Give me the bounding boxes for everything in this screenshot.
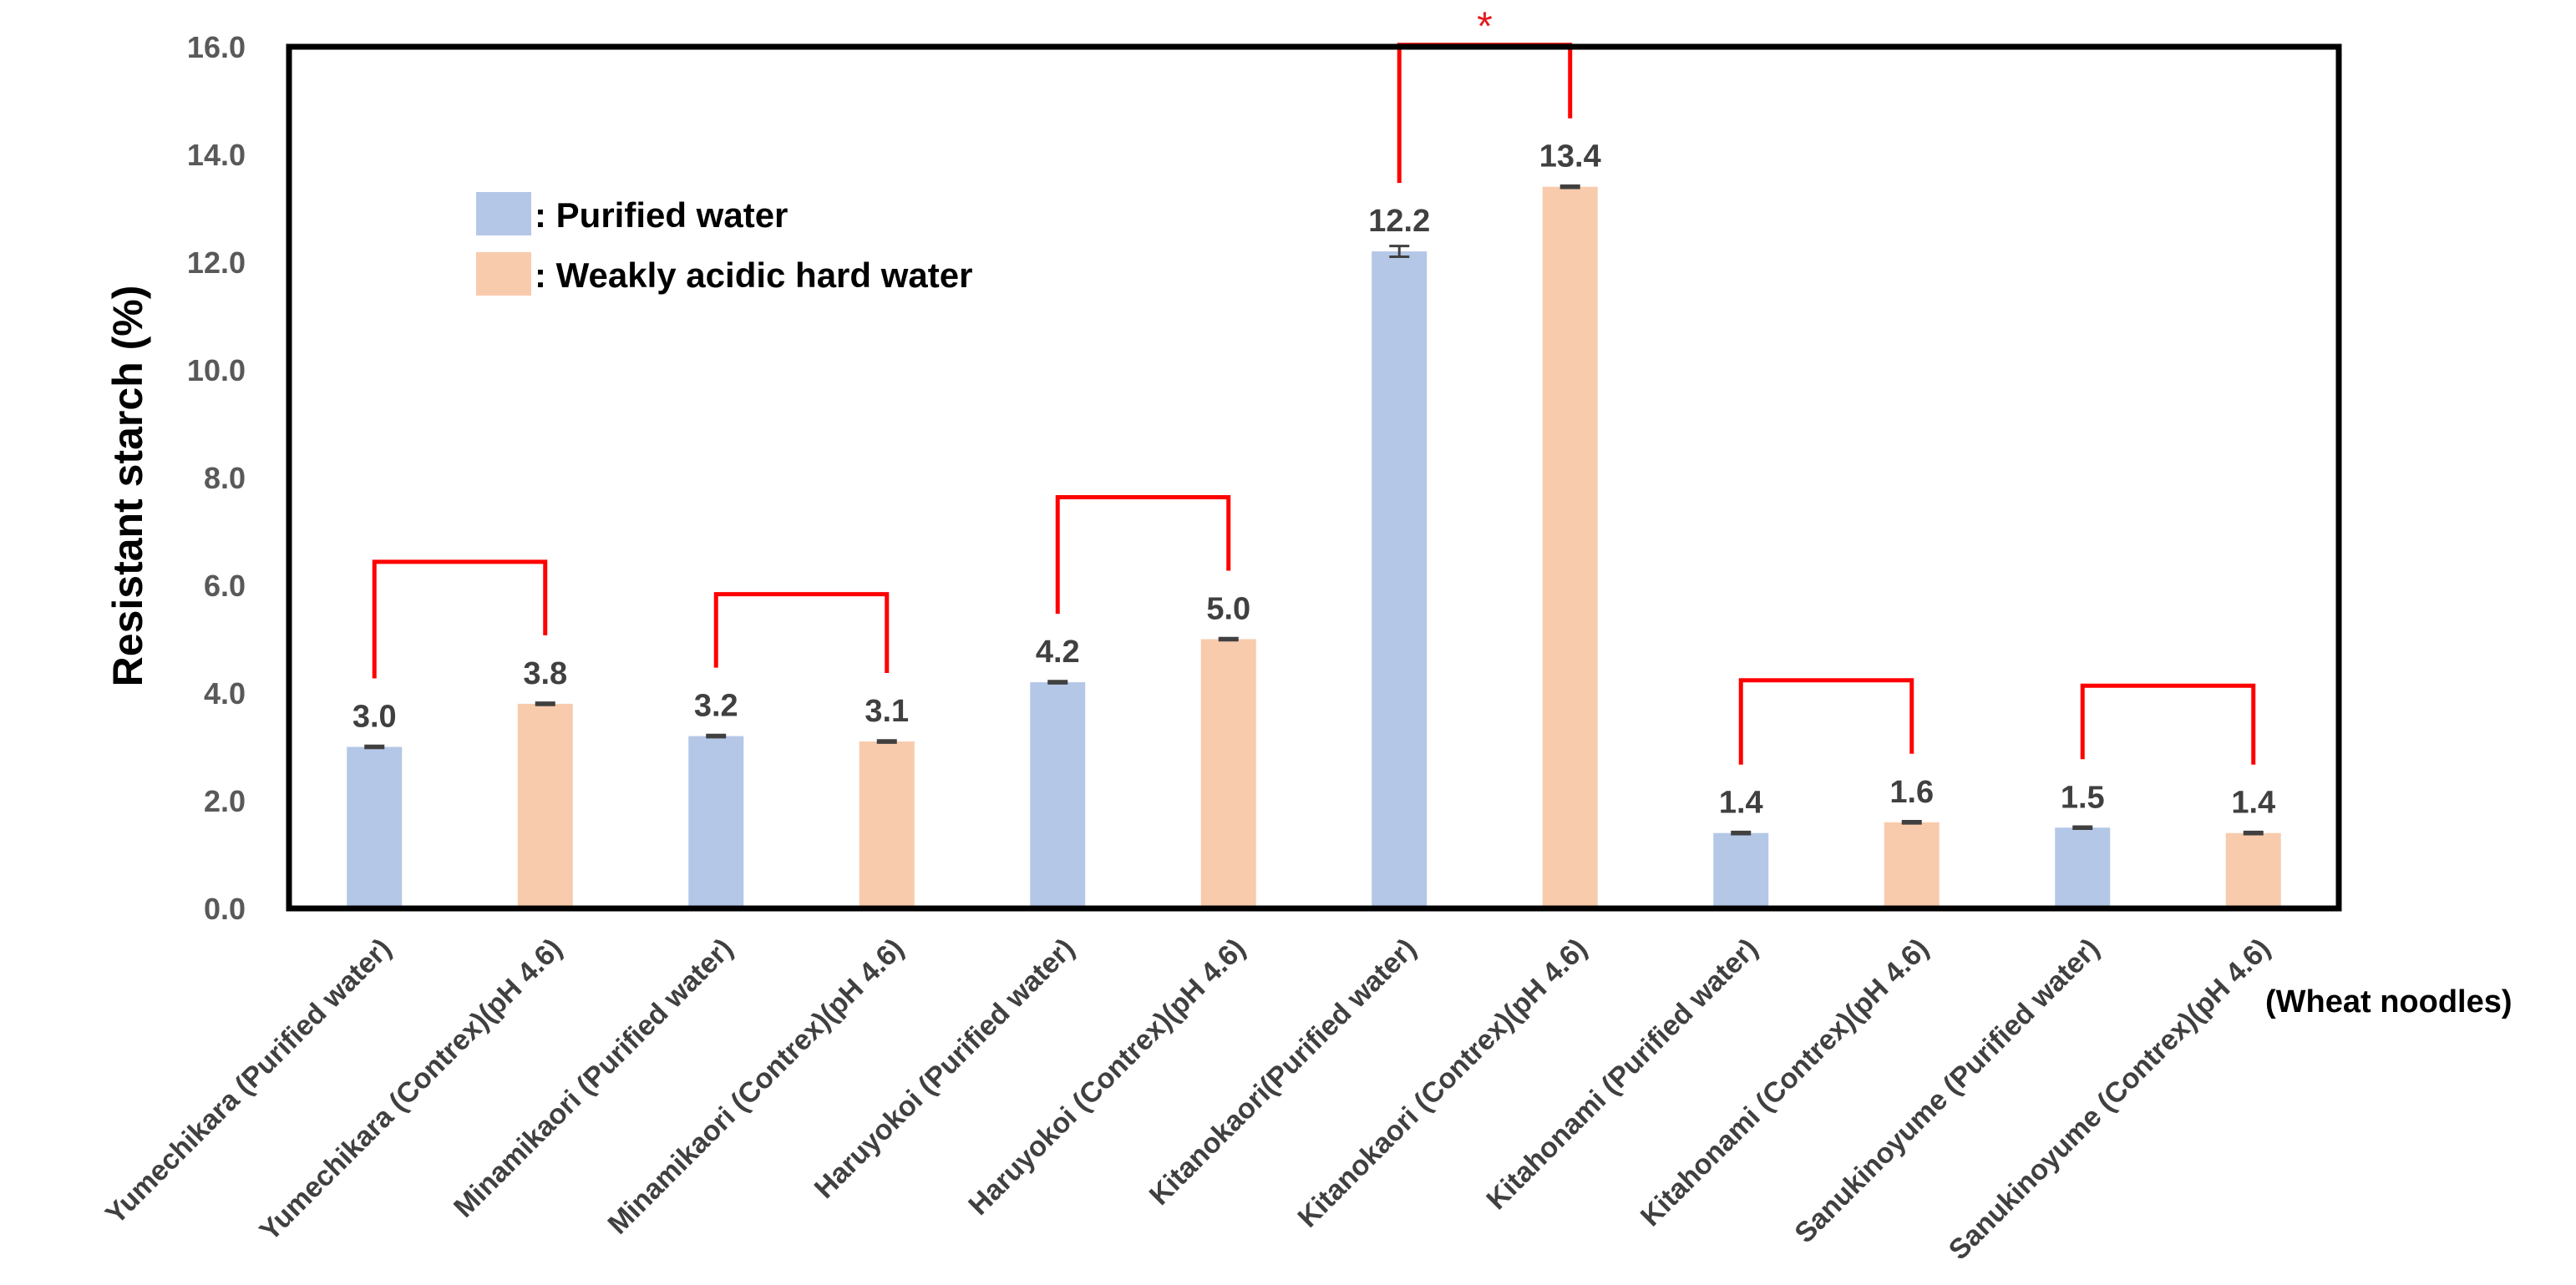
error-bar: [1731, 830, 1752, 836]
x-axis-categories: Yumechikara (Purified water)Yumechikara …: [99, 933, 2276, 1267]
bar: [1372, 251, 1427, 909]
data-label: 4.2: [1036, 635, 1080, 670]
error-bar: [364, 744, 385, 750]
x-tick-label: Kitanokaori (Contrex)(pH 4.6): [1292, 933, 1594, 1234]
y-tick-label: 2.0: [204, 784, 246, 818]
y-tick-label: 0.0: [204, 892, 246, 926]
y-tick-label: 16.0: [187, 30, 246, 64]
bar: [1030, 682, 1086, 908]
bar: [347, 746, 403, 908]
x-tick-label: Kitanokaori(Purified water): [1143, 933, 1422, 1212]
y-tick-label: 6.0: [204, 569, 246, 603]
bars: [347, 184, 2281, 909]
significance-brackets: *: [372, 5, 2256, 765]
y-tick-label: 12.0: [187, 245, 246, 280]
x-tick-label: Minamikaori (Contrex)(pH 4.6): [602, 933, 910, 1241]
x-tick-label: Kitahonami (Purified water): [1480, 933, 1763, 1216]
comparison-bracket: [372, 559, 548, 679]
significance-marker: *: [1477, 5, 1493, 49]
x-tick-label: Sanukinoyume (Contrex)(pH 4.6): [1943, 933, 2277, 1267]
bar: [1200, 639, 1256, 908]
data-label: 3.1: [865, 694, 909, 729]
data-label: 1.4: [2231, 786, 2275, 821]
x-tick-label: Sanukinoyume (Purified water): [1788, 933, 2106, 1250]
error-bar: [706, 733, 727, 739]
x-tick-label: Yumechikara (Purified water): [99, 933, 398, 1231]
error-bar: [876, 739, 897, 744]
error-bar: [1901, 820, 1922, 825]
x-tick-label: Yumechikara (Contrex)(pH 4.6): [253, 933, 568, 1247]
error-bar: [1047, 680, 1068, 685]
legend-label-weakly-acidic-hard-water: : Weakly acidic hard water: [535, 255, 972, 295]
bar: [2055, 827, 2111, 908]
legend: : Purified water : Weakly acidic hard wa…: [476, 192, 972, 296]
y-tick-label: 14.0: [187, 138, 246, 172]
bar: [2225, 832, 2281, 908]
comparison-bracket: [1055, 495, 1231, 615]
data-label: 1.6: [1889, 775, 1934, 810]
comparison-bracket: [2080, 683, 2256, 765]
comparison-bracket: [713, 592, 890, 674]
error-bar: [1559, 184, 1580, 190]
y-tick-label: 8.0: [204, 461, 246, 495]
error-bar: [2243, 830, 2264, 836]
error-bar: [1389, 245, 1410, 259]
legend-label-purified-water: : Purified water: [535, 195, 788, 235]
error-bar: [1218, 636, 1239, 642]
value-labels: 3.0 3.8 3.2 3.1 4.2 5.0 12.2 13.4 1.4 1.6 1.5 1.4: [352, 139, 2275, 821]
data-label: 3.8: [523, 656, 567, 691]
plot-frame: [286, 43, 2342, 912]
y-axis-label: Resistant starch (%): [104, 286, 151, 687]
error-bar: [2072, 825, 2093, 831]
bar: [1713, 832, 1769, 908]
data-label: 3.0: [352, 700, 397, 735]
x-axis-note: (Wheat noodles): [2265, 984, 2513, 1019]
data-label: 3.2: [694, 689, 738, 724]
y-axis: 0.0 2.0 4.0 6.0 8.0 10.0 12.0 14.0 16.0: [187, 30, 246, 926]
y-tick-label: 4.0: [204, 676, 246, 711]
data-label: 1.4: [1719, 786, 1763, 821]
bar: [688, 736, 744, 908]
bar: [1884, 822, 1940, 908]
comparison-bracket: [1738, 678, 1914, 765]
y-tick-label: 10.0: [187, 353, 246, 387]
error-bar: [535, 701, 555, 706]
data-label: 5.0: [1206, 592, 1250, 627]
x-tick-label: Haruyokoi (Contrex)(pH 4.6): [962, 933, 1251, 1222]
bar: [1542, 186, 1598, 908]
legend-swatch-weakly-acidic-hard-water: [476, 252, 531, 296]
bar: [517, 703, 573, 908]
x-tick-label: Minamikaori (Purified water): [448, 933, 739, 1224]
bar: [859, 741, 915, 908]
data-label: 12.2: [1368, 204, 1430, 239]
legend-swatch-purified-water: [476, 192, 531, 235]
data-label: 13.4: [1539, 139, 1601, 175]
data-label: 1.5: [2061, 780, 2105, 815]
x-tick-label: Kitahonami (Contrex)(pH 4.6): [1635, 933, 1935, 1232]
